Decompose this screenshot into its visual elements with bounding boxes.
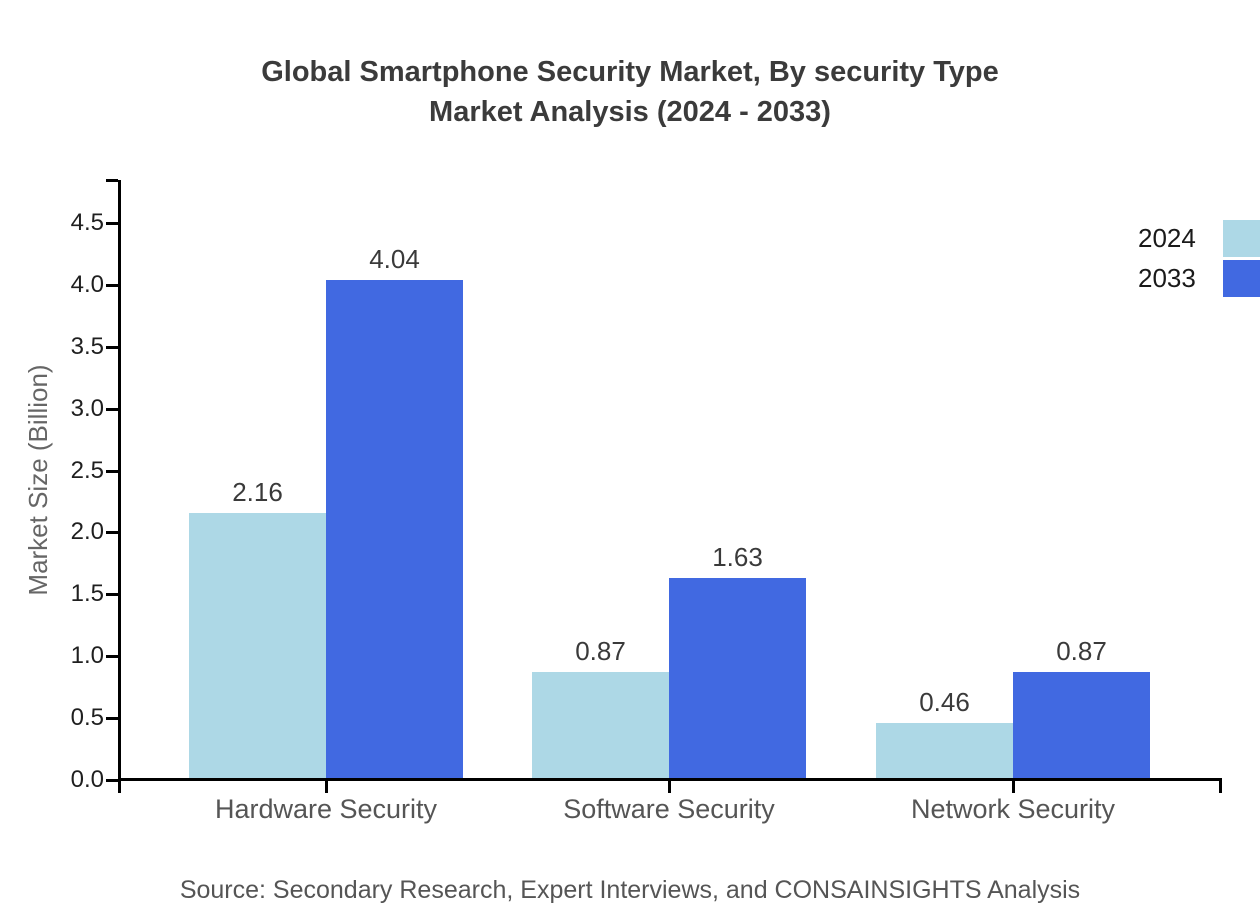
bar-2033-2[interactable]	[1013, 672, 1150, 780]
bar-2024-2[interactable]	[876, 723, 1013, 780]
x-tick	[1012, 781, 1015, 793]
y-tick	[106, 408, 118, 411]
y-tick-label: 2.0	[70, 518, 104, 545]
legend-swatch	[1223, 260, 1260, 297]
y-tick-label: 3.5	[70, 333, 104, 360]
x-tick	[325, 781, 328, 793]
y-axis-end-tick	[106, 179, 118, 182]
bar-2033-0[interactable]	[326, 280, 463, 780]
x-tick	[668, 781, 671, 793]
legend: 2024 2033	[1138, 220, 1260, 300]
y-axis-line	[118, 180, 121, 793]
legend-item-2024[interactable]: 2024	[1138, 220, 1260, 257]
y-tick-label: 0.0	[70, 766, 104, 793]
bar-2033-1[interactable]	[669, 578, 806, 780]
y-tick	[106, 346, 118, 349]
legend-label: 2033	[1138, 263, 1196, 293]
y-tick	[106, 717, 118, 720]
bar-value-label: 4.04	[369, 244, 420, 274]
y-tick	[106, 222, 118, 225]
chart-title-line2: Market Analysis (2024 - 2033)	[429, 96, 831, 128]
y-tick-label: 1.5	[70, 580, 104, 607]
legend-item-2033[interactable]: 2033	[1138, 260, 1260, 297]
y-tick	[106, 655, 118, 658]
bar-value-label: 0.87	[1056, 636, 1107, 666]
x-axis-end-tick	[1219, 781, 1222, 793]
bar-value-label: 0.46	[919, 687, 970, 717]
legend-swatch	[1223, 220, 1260, 257]
y-tick-label: 1.0	[70, 642, 104, 669]
y-tick	[106, 779, 118, 782]
x-category-label: Software Security	[563, 794, 775, 824]
y-tick-label: 4.0	[70, 271, 104, 298]
y-tick-label: 2.5	[70, 457, 104, 484]
bar-value-label: 1.63	[712, 542, 763, 572]
legend-label: 2024	[1138, 223, 1196, 253]
bar-2024-0[interactable]	[189, 513, 326, 780]
y-tick	[106, 593, 118, 596]
y-tick	[106, 531, 118, 534]
y-tick	[106, 470, 118, 473]
bar-value-label: 2.16	[232, 477, 283, 507]
y-tick-label: 4.5	[70, 209, 104, 236]
chart-title: Global Smartphone Security Market, By se…	[0, 52, 1260, 132]
y-tick	[106, 284, 118, 287]
x-axis-line	[118, 778, 1222, 781]
y-tick-label: 3.0	[70, 395, 104, 422]
y-tick-label: 0.5	[70, 704, 104, 731]
x-category-label: Network Security	[910, 794, 1116, 824]
x-category-label: Hardware Security	[214, 794, 438, 824]
bar-value-label: 0.87	[575, 636, 626, 666]
source-note: Source: Secondary Research, Expert Inter…	[179, 876, 1081, 904]
bar-2024-1[interactable]	[532, 672, 669, 780]
chart-title-line1: Global Smartphone Security Market, By se…	[261, 56, 999, 88]
